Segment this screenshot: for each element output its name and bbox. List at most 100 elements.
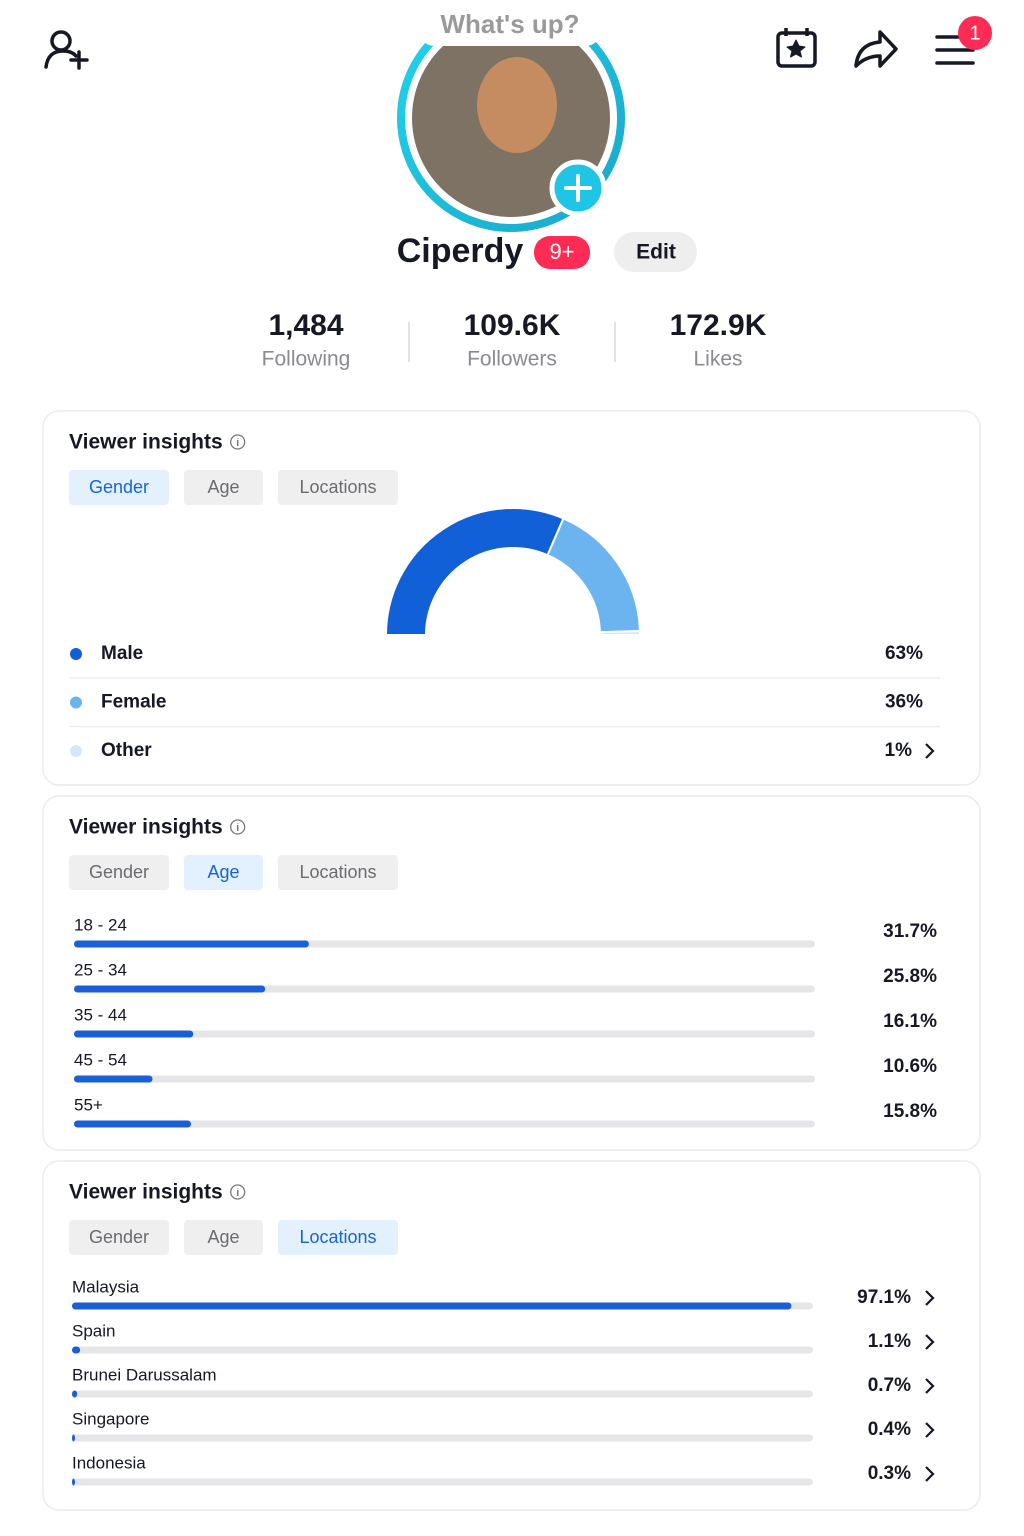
- bar: [72, 1478, 75, 1486]
- chevron[interactable]: [925, 1422, 935, 1438]
- legend-label: Male: [101, 643, 143, 664]
- chevron[interactable]: [925, 1378, 935, 1394]
- legend-value: 1%: [885, 740, 913, 761]
- insights-card: [42, 795, 981, 1151]
- bar-value: 16.1%: [883, 1011, 937, 1032]
- bar-track: [74, 1120, 815, 1128]
- edit-button[interactable]: Edit: [636, 241, 676, 264]
- tab-active[interactable]: Locations: [299, 1227, 376, 1247]
- bar: [74, 1030, 194, 1038]
- tab[interactable]: [184, 470, 263, 505]
- bar: [74, 1120, 192, 1128]
- bar: [72, 1346, 81, 1354]
- inbox-badge-bg: [534, 236, 590, 269]
- tab[interactable]: [184, 1220, 263, 1255]
- bar-track: [72, 1390, 813, 1398]
- menu-badge-bg: [958, 16, 992, 50]
- calendar-icon[interactable]: [776, 28, 817, 68]
- card-title: Viewer insights: [69, 431, 223, 454]
- bar-label: 25 - 34: [74, 960, 127, 979]
- tab[interactable]: [69, 470, 169, 505]
- bar-label: 35 - 44: [74, 1005, 127, 1024]
- stat-label[interactable]: Following: [262, 348, 351, 371]
- bar-label: 18 - 24: [74, 915, 127, 934]
- bar-label: Brunei Darussalam: [72, 1365, 217, 1384]
- chevron[interactable]: [925, 1334, 935, 1350]
- inbox-badge: 9+: [549, 239, 574, 264]
- info-icon[interactable]: [230, 1184, 246, 1200]
- stat-value: 172.9K: [670, 309, 767, 342]
- avatar-figure: [477, 57, 557, 153]
- username: Ciperdy: [397, 232, 524, 270]
- card-title: Viewer insights: [69, 1181, 223, 1204]
- bar: [72, 1302, 792, 1310]
- bar-label: Singapore: [72, 1409, 150, 1428]
- bar-track: [72, 1434, 813, 1442]
- tab-active[interactable]: Gender: [89, 477, 149, 497]
- tab-label[interactable]: Gender: [89, 862, 149, 882]
- legend-value: 36%: [885, 692, 923, 713]
- tab[interactable]: [184, 855, 263, 890]
- legend-label: Female: [101, 692, 166, 713]
- bar-label: 45 - 54: [74, 1050, 127, 1069]
- bar-label: 55+: [74, 1095, 103, 1114]
- tab-label[interactable]: Age: [207, 1227, 239, 1247]
- tab[interactable]: [278, 855, 398, 890]
- bar-label: Spain: [72, 1321, 115, 1340]
- insights-card: [42, 1160, 981, 1511]
- donut-segment: [598, 629, 642, 636]
- tab-label[interactable]: Age: [207, 477, 239, 497]
- bar-value: 97.1%: [857, 1287, 911, 1308]
- stat-label[interactable]: Followers: [467, 348, 557, 371]
- stat-value: 1,484: [268, 309, 343, 342]
- insights-card: [42, 410, 981, 786]
- tab[interactable]: [69, 855, 169, 890]
- legend-label: Other: [101, 740, 152, 761]
- edit-button-bg[interactable]: [614, 232, 697, 272]
- bar-value: 15.8%: [883, 1101, 937, 1122]
- share-icon[interactable]: [854, 30, 898, 68]
- tab-label[interactable]: Locations: [299, 477, 376, 497]
- card-title: Viewer insights: [69, 816, 223, 839]
- plus-icon: [564, 174, 592, 202]
- info-icon[interactable]: [230, 819, 246, 835]
- add-friend-icon[interactable]: [44, 30, 89, 70]
- bar: [74, 1075, 153, 1083]
- bar-value: 0.4%: [868, 1419, 911, 1440]
- bar: [74, 985, 266, 993]
- legend-dot: [70, 648, 82, 660]
- legend-dot: [70, 696, 82, 709]
- bar-track: [72, 1478, 813, 1486]
- tab-label[interactable]: Gender: [89, 1227, 149, 1247]
- bar-label: Indonesia: [72, 1453, 146, 1472]
- tab[interactable]: [278, 1220, 398, 1255]
- bar: [72, 1434, 75, 1442]
- stat-value: 109.6K: [464, 309, 561, 342]
- bar: [74, 940, 309, 948]
- chevron[interactable]: [925, 743, 935, 759]
- legend-value: 63%: [885, 643, 923, 664]
- bar-label: Malaysia: [72, 1277, 140, 1296]
- bar-track: [72, 1346, 813, 1354]
- bar-track: [74, 1075, 815, 1083]
- bar-value: 0.3%: [868, 1463, 911, 1484]
- bar: [72, 1390, 78, 1398]
- bar-value: 25.8%: [883, 966, 937, 987]
- menu-badge: 1: [969, 22, 980, 44]
- bar-value: 31.7%: [883, 921, 937, 942]
- tab[interactable]: [69, 1220, 169, 1255]
- tab-active[interactable]: Age: [207, 862, 239, 882]
- info-icon[interactable]: [230, 434, 246, 450]
- tab[interactable]: [278, 470, 398, 505]
- chevron[interactable]: [925, 1466, 935, 1482]
- bar-value: 1.1%: [868, 1331, 911, 1352]
- status-bubble[interactable]: [420, 0, 600, 46]
- status-prompt: What's up?: [440, 9, 579, 39]
- tab-label[interactable]: Locations: [299, 862, 376, 882]
- stat-label[interactable]: Likes: [693, 348, 742, 371]
- chevron[interactable]: [925, 1290, 935, 1306]
- bar-track: [74, 1030, 815, 1038]
- bar-value: 0.7%: [868, 1375, 911, 1396]
